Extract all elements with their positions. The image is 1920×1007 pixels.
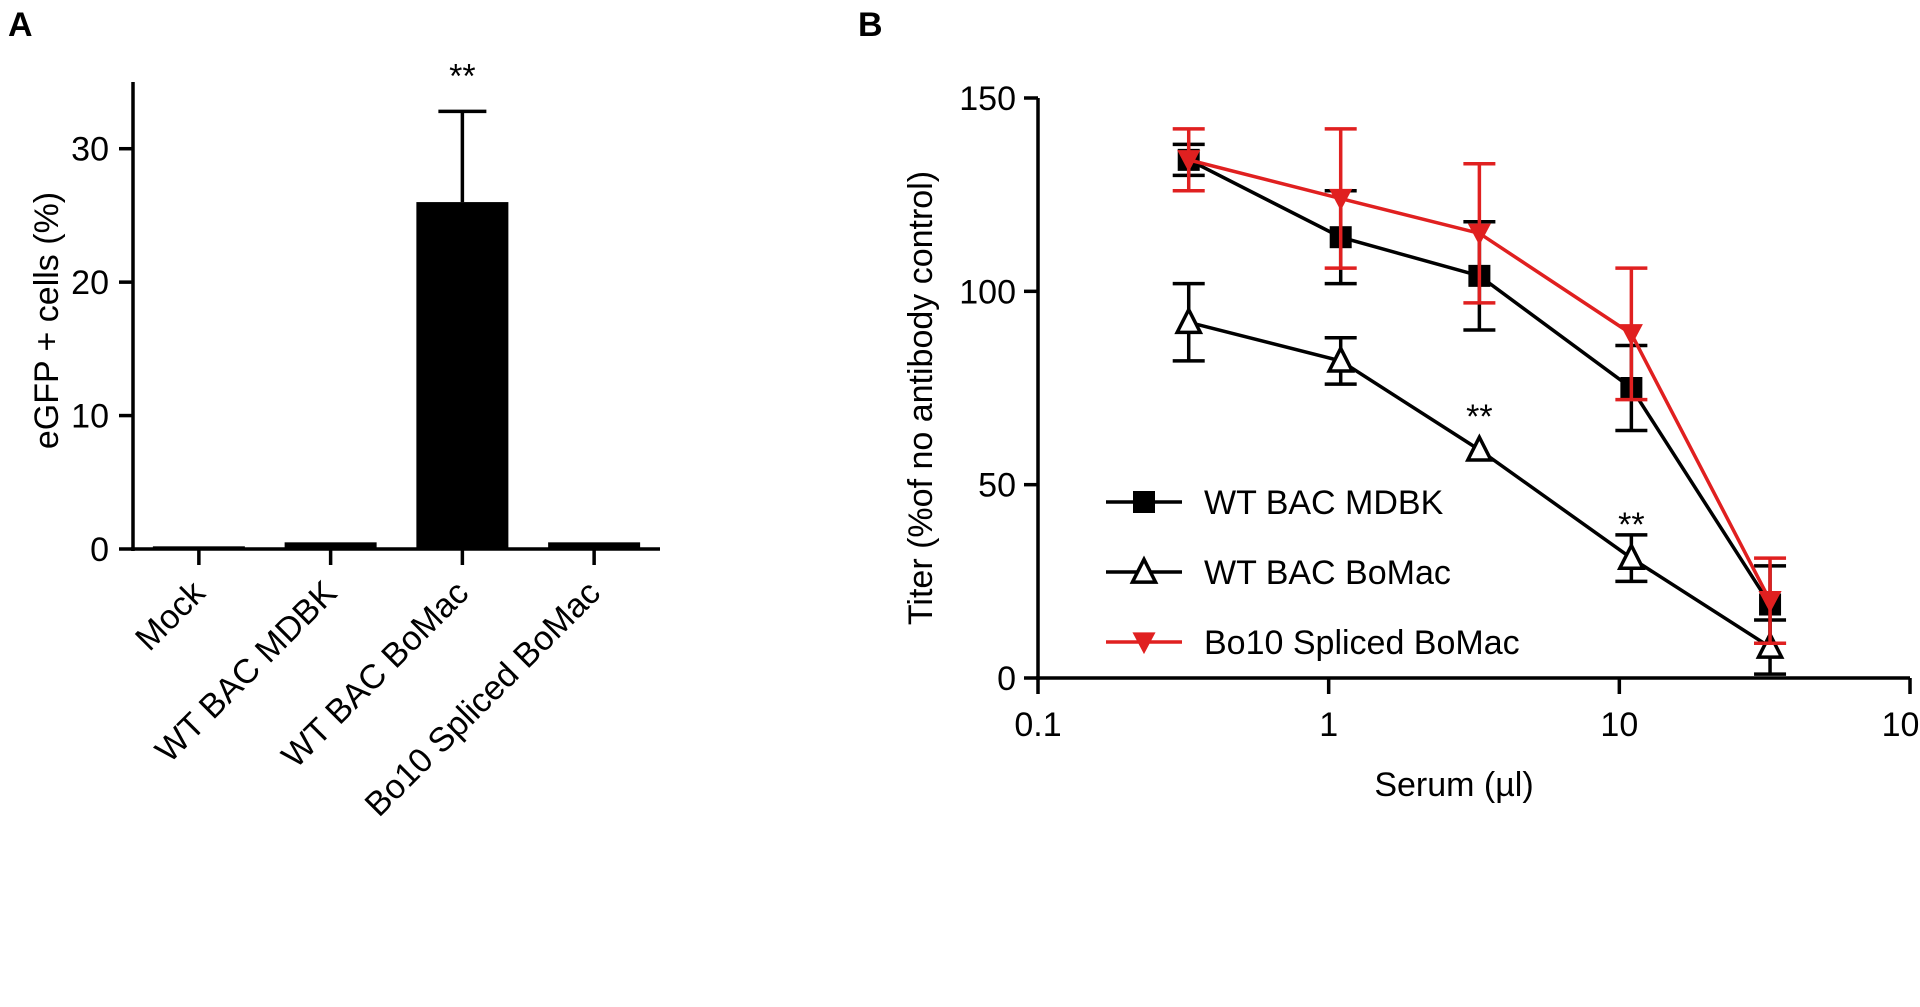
data-point-triangle-down <box>1177 150 1201 172</box>
y-tick-label: 30 <box>71 131 109 169</box>
bar <box>284 542 377 549</box>
legend: WT BAC MDBK WT BAC BoMac Bo10 Spliced BoMa… <box>1106 484 1520 662</box>
panel-label-a: A <box>8 6 33 44</box>
y-tick-label: 0 <box>90 531 109 569</box>
data-point-triangle-down <box>1467 223 1491 246</box>
bar <box>548 542 641 549</box>
data-point-triangle-open <box>1326 344 1356 373</box>
x-tick-label: 0.1 <box>1014 706 1061 744</box>
data-point-triangle-down <box>1329 188 1353 211</box>
x-tick-label: 100 <box>1882 706 1920 744</box>
data-point-triangle-down <box>1132 632 1156 655</box>
significance-marker: ** <box>449 57 475 95</box>
x-tick-label: 1 <box>1319 706 1338 744</box>
x-axis-label: Serum (µl) <box>1374 766 1533 804</box>
significance-marker: ** <box>1618 506 1644 544</box>
y-axis-label: eGFP + cells (%) <box>28 192 66 449</box>
y-tick-label: 0 <box>997 660 1016 698</box>
series-bo10-spliced-bomac <box>1172 127 1787 645</box>
data-point-square <box>1133 491 1155 513</box>
data-point-triangle-down <box>1758 590 1782 613</box>
line-chart-b: 0 50 100 150 0.1 1 10 100 Serum (µl) Titer (%of n… <box>902 80 1920 804</box>
significance-marker: ** <box>1466 398 1492 436</box>
x-tick-label: 10 <box>1600 706 1638 744</box>
data-point-triangle-open <box>1174 305 1204 335</box>
data-point-triangle-open <box>1755 630 1785 659</box>
y-tick-label: 150 <box>959 80 1016 118</box>
y-axis-label: Titer (%of no antibody control) <box>902 171 940 625</box>
y-tick-label: 10 <box>71 398 109 436</box>
data-point-triangle-open <box>1616 541 1646 571</box>
y-tick-label: 100 <box>959 273 1016 311</box>
x-category-label: Bo10 Spliced BoMac <box>358 574 608 824</box>
legend-label: Bo10 Spliced BoMac <box>1204 624 1520 662</box>
legend-label: WT BAC MDBK <box>1204 484 1444 522</box>
data-point-triangle-down <box>1619 324 1643 346</box>
panel-label-b: B <box>858 6 883 44</box>
x-category-label: Mock <box>128 573 213 658</box>
bar <box>152 546 245 550</box>
data-point-triangle-open <box>1129 555 1159 584</box>
y-tick-label: 50 <box>978 467 1016 505</box>
series-wt-bac-bomac <box>1172 281 1787 676</box>
y-tick-label: 20 <box>71 264 109 302</box>
data-point-triangle-open <box>1464 433 1494 462</box>
legend-label: WT BAC BoMac <box>1204 554 1451 592</box>
bar <box>416 202 509 550</box>
